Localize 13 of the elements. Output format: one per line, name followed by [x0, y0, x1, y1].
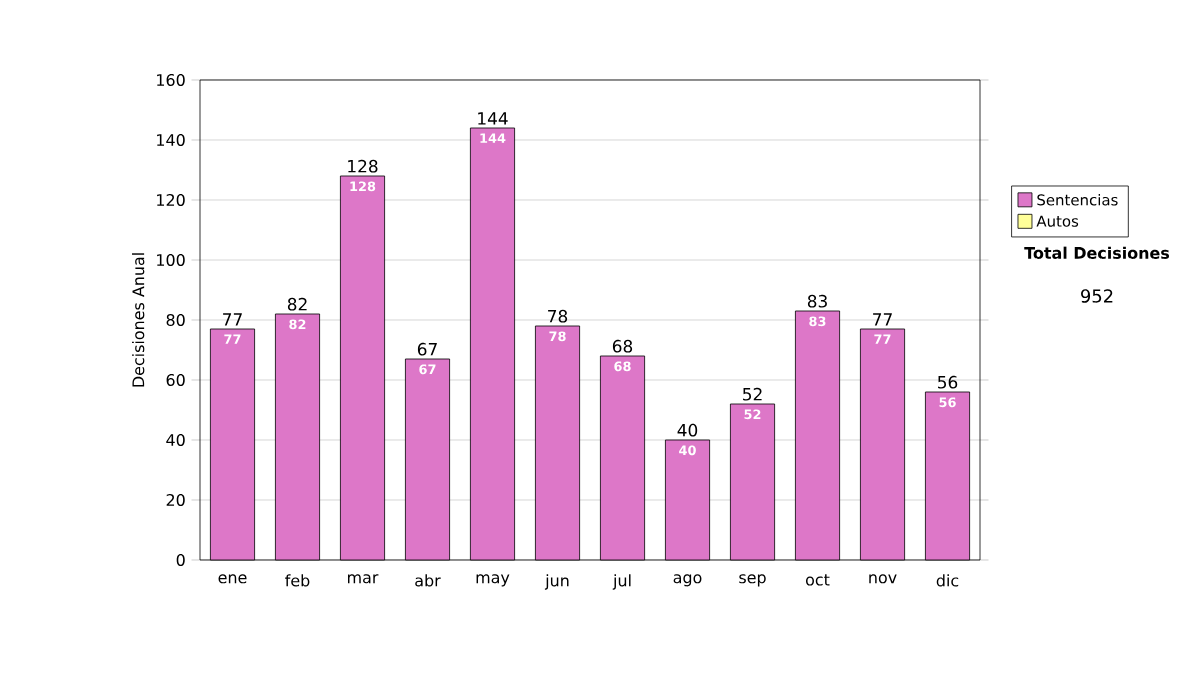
total-label: 144 — [478, 112, 508, 125]
total-label: 68 — [612, 339, 633, 353]
total-label: 40 — [677, 423, 698, 437]
total-label: 78 — [548, 309, 568, 323]
text: 952 — [1081, 289, 1113, 303]
total-label: 82 — [287, 297, 307, 311]
total-label: 56 — [938, 375, 958, 389]
total-label: 52 — [743, 387, 762, 401]
total-label: 67 — [417, 342, 437, 356]
total-label: 83 — [807, 294, 827, 308]
total-label: 128 — [348, 159, 378, 173]
total-label: 77 — [223, 313, 242, 326]
total-label: 77 — [873, 313, 892, 326]
